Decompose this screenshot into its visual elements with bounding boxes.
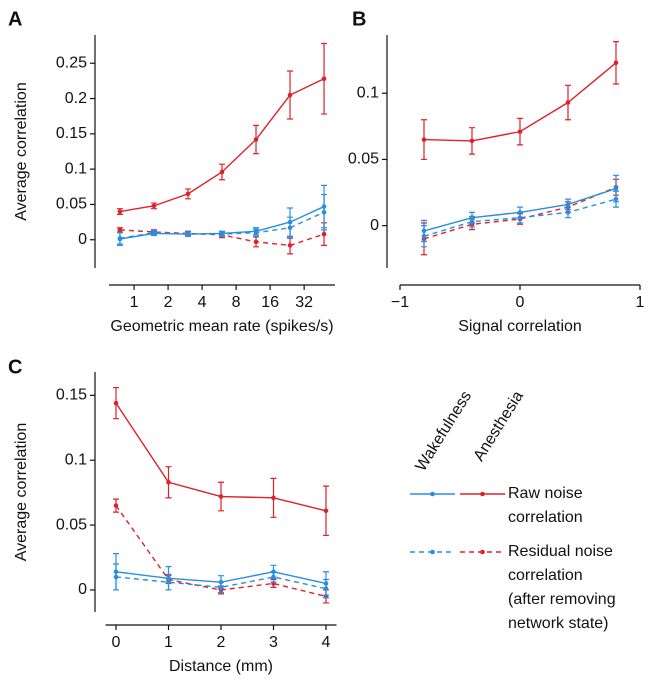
- data-point: [271, 495, 276, 501]
- legend-column-header: Wakefulness: [413, 388, 476, 474]
- legend-marker: [480, 549, 485, 555]
- legend-marker: [430, 549, 435, 555]
- x-tick-label: 1: [636, 294, 645, 311]
- panel-label: B: [352, 8, 366, 30]
- series-line: [423, 186, 617, 240]
- legend-column-header: Anesthesia: [471, 388, 527, 464]
- y-tick-label: 0.15: [56, 387, 87, 404]
- data-point: [218, 585, 224, 590]
- data-point: [113, 574, 119, 580]
- data-point: [321, 76, 327, 82]
- data-point: [218, 494, 224, 499]
- data-point: [113, 503, 119, 508]
- x-tick-label: 4: [198, 294, 207, 311]
- y-tick-label: 0: [370, 217, 379, 234]
- data-point: [287, 225, 293, 231]
- data-point: [253, 230, 259, 235]
- y-tick-label: 0.1: [65, 160, 87, 177]
- data-point: [469, 138, 475, 144]
- y-tick-label: 0.05: [56, 196, 87, 213]
- legend-label: (after removing: [508, 591, 616, 608]
- x-tick-label: 2: [164, 294, 173, 311]
- data-point: [421, 137, 427, 142]
- legend-marker: [430, 491, 435, 497]
- data-point: [166, 579, 171, 585]
- data-point: [151, 230, 157, 235]
- y-axis-label: Average correlation: [13, 82, 30, 220]
- x-tick-label: 2: [217, 634, 226, 651]
- data-point: [219, 169, 225, 175]
- x-tick-label: 4: [322, 634, 331, 651]
- x-tick-label: 3: [269, 634, 278, 651]
- legend-label: network state): [508, 615, 608, 632]
- y-tick-label: 0.1: [357, 84, 379, 101]
- data-point: [321, 209, 327, 215]
- data-point: [565, 210, 571, 215]
- data-point: [287, 243, 293, 248]
- data-point: [321, 231, 327, 237]
- data-point: [117, 209, 123, 214]
- series-line: [119, 78, 325, 213]
- data-point: [565, 100, 571, 105]
- legend-label: correlation: [508, 509, 583, 526]
- x-axis-label: Geometric mean rate (spikes/s): [110, 318, 333, 335]
- data-point: [185, 191, 191, 197]
- x-tick-label: 16: [261, 294, 279, 311]
- x-tick-label: 1: [130, 294, 139, 311]
- legend-label: correlation: [508, 567, 583, 584]
- data-point: [271, 574, 276, 580]
- data-point: [323, 508, 329, 514]
- x-tick-label: 8: [232, 294, 241, 311]
- data-point: [613, 60, 619, 66]
- data-point: [613, 196, 619, 202]
- data-point: [517, 129, 523, 134]
- data-point: [421, 233, 427, 239]
- legend-label: Residual noise: [508, 543, 613, 560]
- data-point: [113, 400, 119, 406]
- legend-label: Raw noise: [508, 485, 583, 502]
- y-tick-label: 0.15: [56, 125, 87, 142]
- x-axis-label: Distance (mm): [169, 658, 273, 675]
- data-point: [219, 231, 225, 237]
- y-tick-label: 0: [78, 231, 87, 248]
- data-point: [117, 236, 123, 241]
- y-tick-label: 0: [78, 581, 87, 598]
- y-tick-label: 0.1: [65, 451, 87, 468]
- x-tick-label: 0: [516, 294, 525, 311]
- data-point: [565, 202, 571, 207]
- x-tick-label: 1: [164, 634, 173, 651]
- panel-label: A: [8, 8, 22, 30]
- x-tick-label: −1: [391, 294, 409, 311]
- y-tick-label: 0.05: [56, 516, 87, 533]
- data-point: [517, 215, 523, 220]
- y-axis-label: Average correlation: [13, 423, 30, 561]
- y-tick-label: 0.2: [65, 90, 87, 107]
- data-point: [253, 137, 259, 142]
- series-line: [423, 198, 617, 237]
- data-point: [613, 186, 619, 191]
- data-point: [185, 231, 191, 237]
- x-tick-label: 32: [295, 294, 313, 311]
- legend-marker: [480, 491, 485, 497]
- data-point: [151, 203, 157, 209]
- y-tick-label: 0.25: [56, 54, 87, 71]
- y-tick-label: 0.05: [348, 151, 379, 168]
- data-point: [287, 92, 293, 98]
- x-axis-label: Signal correlation: [458, 318, 582, 335]
- data-point: [469, 219, 475, 224]
- x-tick-label: 0: [112, 634, 121, 651]
- panel-label: C: [8, 356, 22, 378]
- data-point: [253, 239, 259, 245]
- data-point: [166, 479, 171, 485]
- data-point: [117, 227, 123, 233]
- data-point: [323, 586, 329, 591]
